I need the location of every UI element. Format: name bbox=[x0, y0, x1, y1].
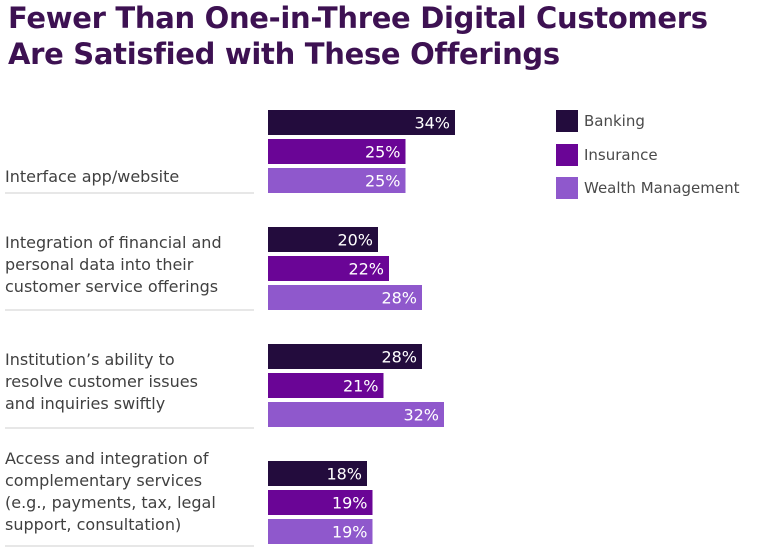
data-label: 19% bbox=[332, 494, 368, 513]
legend-swatch bbox=[556, 110, 578, 132]
data-label: 25% bbox=[365, 143, 401, 162]
legend-label: Wealth Management bbox=[584, 179, 740, 197]
data-label: 32% bbox=[403, 406, 439, 425]
bar-wealth-management bbox=[268, 519, 373, 544]
category-label: personal data into their bbox=[5, 255, 194, 274]
category-label: Institution’s ability to bbox=[5, 350, 175, 369]
legend-swatch bbox=[556, 144, 578, 166]
category-label: Integration of financial and bbox=[5, 233, 222, 252]
bar-insurance bbox=[268, 490, 373, 515]
category-label: support, consultation) bbox=[5, 515, 181, 534]
data-label: 22% bbox=[348, 260, 384, 279]
bar-banking bbox=[268, 344, 422, 369]
data-label: 20% bbox=[337, 231, 373, 250]
bar-insurance bbox=[268, 256, 389, 281]
legend-swatch bbox=[556, 177, 578, 199]
bar-banking bbox=[268, 227, 378, 252]
legend-label: Banking bbox=[584, 112, 645, 130]
bar-insurance bbox=[268, 373, 384, 398]
bar-wealth-management bbox=[268, 168, 406, 193]
bar-insurance bbox=[268, 139, 406, 164]
category-label: resolve customer issues bbox=[5, 372, 198, 391]
category-label: Interface app/website bbox=[5, 167, 179, 186]
legend-label: Insurance bbox=[584, 146, 658, 164]
chart-title: Fewer Than One-in-Three Digital Customer… bbox=[8, 0, 708, 72]
chart-title-line-2: Are Satisfied with These Offerings bbox=[8, 37, 560, 71]
data-label: 34% bbox=[414, 114, 450, 133]
data-label: 21% bbox=[343, 377, 379, 396]
data-label: 28% bbox=[381, 348, 417, 367]
category-label: complementary services bbox=[5, 471, 202, 490]
bar-banking bbox=[268, 461, 367, 486]
chart-title-line-1: Fewer Than One-in-Three Digital Customer… bbox=[8, 1, 708, 35]
category-label: and inquiries swiftly bbox=[5, 394, 165, 413]
category-label: (e.g., payments, tax, legal bbox=[5, 493, 216, 512]
data-label: 19% bbox=[332, 523, 368, 542]
data-label: 25% bbox=[365, 172, 401, 191]
category-label: Access and integration of bbox=[5, 449, 209, 468]
data-label: 28% bbox=[381, 289, 417, 308]
bar-wealth-management bbox=[268, 402, 444, 427]
category-label: customer service offerings bbox=[5, 277, 218, 296]
data-label: 18% bbox=[326, 465, 362, 484]
bar-banking bbox=[268, 110, 455, 135]
bar-wealth-management bbox=[268, 285, 422, 310]
